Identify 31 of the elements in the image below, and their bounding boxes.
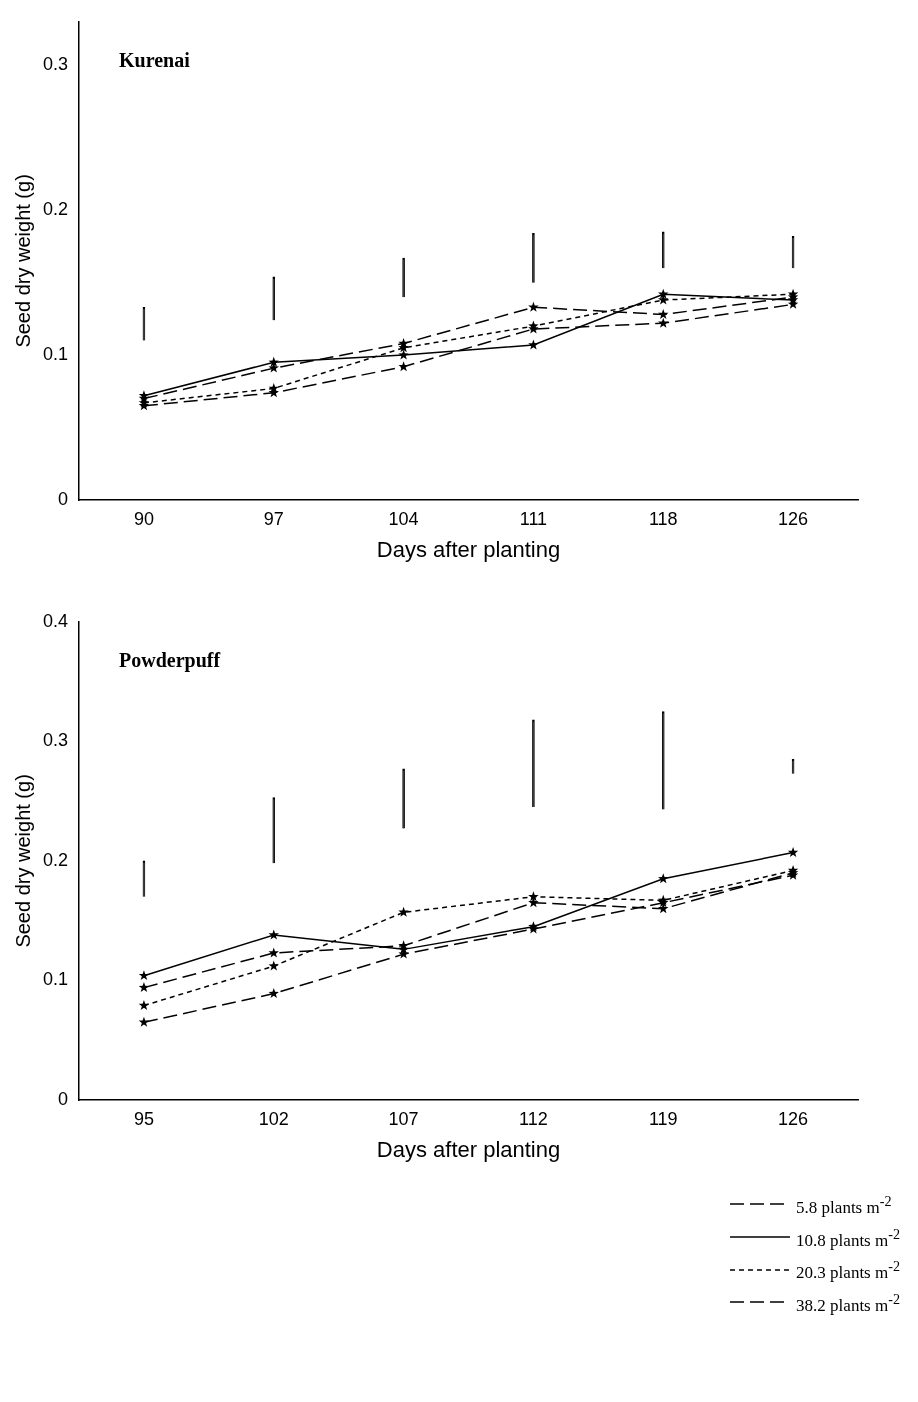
x-tick-label: 97 bbox=[263, 508, 284, 529]
legend-label: 10.8 plants m$^{-2}$ bbox=[796, 1224, 900, 1252]
x-tick-label: 107 bbox=[388, 1108, 419, 1129]
x-tick-label: 102 bbox=[258, 1108, 289, 1129]
y-tick-label: 0 bbox=[58, 488, 69, 509]
y-tick-label: 0.2 bbox=[42, 849, 69, 870]
x-tick-label: 95 bbox=[133, 1108, 154, 1129]
y-tick-label: 0.4 bbox=[42, 610, 69, 631]
legend-label: 5.8 plants m$^{-2}$ bbox=[796, 1192, 892, 1219]
x-tick-label: 126 bbox=[778, 508, 809, 529]
x-axis-title: Days after planting bbox=[376, 536, 561, 562]
y-tick-label: 0 bbox=[58, 1088, 69, 1109]
legend-label: 20.3 plants m$^{-2}$ bbox=[796, 1257, 900, 1284]
x-tick-label: 118 bbox=[648, 508, 678, 529]
x-tick-label: 119 bbox=[648, 1108, 678, 1129]
y-tick-label: 0.3 bbox=[42, 54, 69, 75]
y-axis-title: Seed dry weight (g) bbox=[11, 774, 34, 948]
y-tick-label: 0.2 bbox=[42, 199, 69, 220]
x-tick-label: 104 bbox=[388, 508, 419, 529]
x-tick-label: 111 bbox=[519, 508, 548, 529]
x-tick-label: 90 bbox=[133, 508, 154, 529]
y-tick-label: 0.3 bbox=[42, 730, 69, 751]
y-tick-label: 0.1 bbox=[42, 969, 69, 990]
y-axis-title: Seed dry weight (g) bbox=[11, 174, 34, 348]
y-tick-label: 0.1 bbox=[42, 344, 69, 365]
x-tick-label: 112 bbox=[519, 1108, 548, 1129]
legend-label: 38.2 plants m$^{-2}$ bbox=[796, 1289, 900, 1317]
x-tick-label: 126 bbox=[778, 1108, 809, 1129]
text: Kurenai bbox=[119, 48, 191, 71]
text: Powderpuff bbox=[119, 648, 221, 672]
x-axis-title: Days after planting bbox=[376, 1136, 561, 1162]
